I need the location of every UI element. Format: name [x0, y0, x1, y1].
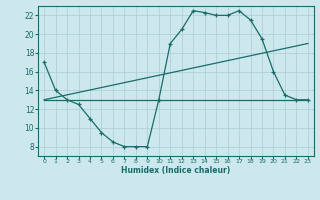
X-axis label: Humidex (Indice chaleur): Humidex (Indice chaleur) — [121, 166, 231, 175]
